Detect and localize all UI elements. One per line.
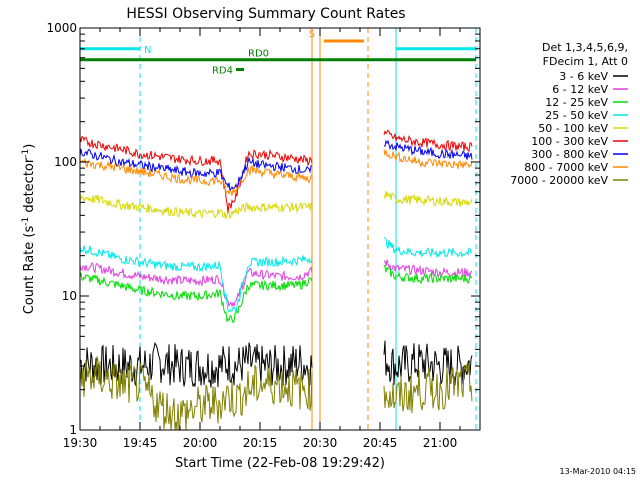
legend-label-100-300-kev: 100 - 300 keV xyxy=(531,135,608,148)
series-50-100-kev-part-0 xyxy=(79,194,313,220)
series-50-100-kev-part-1 xyxy=(383,190,473,207)
legend-label-50-100-kev: 50 - 100 keV xyxy=(538,122,608,135)
series-800-7000-kev-part-1 xyxy=(383,149,473,169)
chart-title: HESSI Observing Summary Count Rates xyxy=(126,6,405,22)
y-axis-label: Count Rate (s-1 detector-1) xyxy=(21,144,37,315)
y-axis-label-part: ) xyxy=(22,144,37,149)
legend-header-line: Det 1,3,4,5,6,9, xyxy=(542,41,628,54)
series-12-25-kev-part-0 xyxy=(79,272,313,324)
legend-label-7000-20000-kev: 7000 - 20000 keV xyxy=(510,174,608,187)
y-axis-label-part: -1 xyxy=(21,217,31,226)
series-3-6-kev-part-0 xyxy=(79,341,313,388)
y-tick-label: 1 xyxy=(69,423,77,437)
x-tick-label: 20:00 xyxy=(183,436,218,450)
series-25-50-kev-part-0 xyxy=(79,245,313,313)
legend: Det 1,3,4,5,6,9,FDecim 1, Att 0 3 - 6 keV… xyxy=(510,41,628,187)
series-6-12-kev-part-0 xyxy=(79,262,313,308)
x-tick-label: 19:45 xyxy=(123,436,158,450)
legend-header-line: FDecim 1, Att 0 xyxy=(543,55,628,68)
state-label-s: S xyxy=(309,29,315,40)
series-300-800-kev-part-1 xyxy=(383,139,473,160)
y-axis: 1 10 100 1000 xyxy=(46,21,480,437)
state-label-rd4: RD4 xyxy=(212,66,233,77)
x-tick-label: 21:00 xyxy=(423,436,458,450)
legend-label-25-50-kev: 25 - 50 keV xyxy=(545,109,608,122)
x-axis-label: Start Time (22-Feb-08 19:29:42) xyxy=(175,456,385,471)
series-7000-20000-kev-part-1 xyxy=(383,362,473,414)
series-6-12-kev-part-1 xyxy=(383,259,473,279)
y-tick-label: 1000 xyxy=(46,21,77,35)
series-3-6-kev-part-1 xyxy=(383,340,473,386)
legend-label-800-7000-kev: 800 - 7000 keV xyxy=(524,161,608,174)
series-12-25-kev-part-1 xyxy=(383,264,473,285)
x-tick-label: 20:15 xyxy=(243,436,278,450)
y-axis-label-part: Count Rate (s xyxy=(22,226,37,315)
plot-area: N S RD0 RD4 xyxy=(79,28,477,431)
series-800-7000-kev-part-0 xyxy=(80,157,313,196)
legend-label-3-6-kev: 3 - 6 keV xyxy=(559,70,608,83)
series-100-300-kev-part-0 xyxy=(79,135,313,213)
series-100-300-kev-part-1 xyxy=(383,129,473,152)
x-tick-label: 20:45 xyxy=(363,436,398,450)
y-tick-label: 100 xyxy=(54,155,77,169)
x-tick-label: 20:30 xyxy=(303,436,338,450)
legend-label-300-800-kev: 300 - 800 keV xyxy=(531,148,608,161)
x-axis: 19:30 19:45 20:00 20:15 20:30 20:45 21:00 xyxy=(63,28,481,450)
y-axis-label-part: -1 xyxy=(21,149,31,158)
x-tick-label: 19:30 xyxy=(63,436,98,450)
state-label-rd0: RD0 xyxy=(248,49,269,60)
legend-label-12-25-kev: 12 - 25 keV xyxy=(545,96,608,109)
series-300-800-kev-part-0 xyxy=(79,148,313,193)
series-25-50-kev-part-1 xyxy=(383,237,473,259)
series-7000-20000-kev-part-0 xyxy=(79,356,313,431)
legend-label-6-12-kev: 6 - 12 keV xyxy=(552,83,608,96)
y-tick-label: 10 xyxy=(62,289,77,303)
y-axis-label-part: detector xyxy=(22,157,37,217)
state-label-n: N xyxy=(144,45,151,56)
footer-timestamp: 13-Mar-2010 04:15 xyxy=(560,467,637,476)
